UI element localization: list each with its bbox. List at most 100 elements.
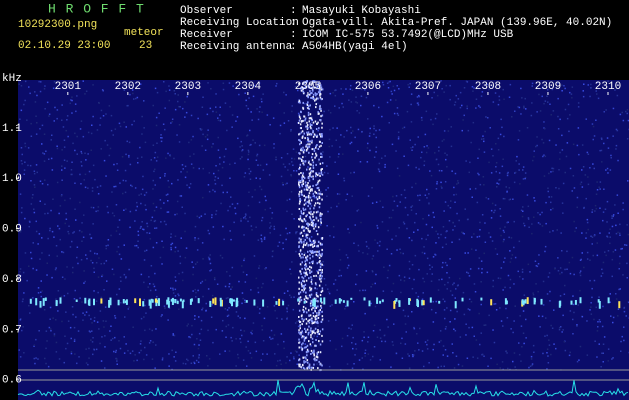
noise-dot	[30, 257, 33, 260]
meteor-echo	[313, 358, 315, 361]
noise-dot	[258, 312, 261, 314]
noise-dot	[576, 144, 579, 147]
noise-dot	[505, 350, 508, 352]
noise-dot	[453, 186, 455, 189]
noise-dot	[363, 331, 365, 333]
carrier-dot	[297, 298, 300, 302]
noise-dot	[322, 151, 324, 153]
meteor-echo	[307, 131, 310, 134]
noise-dot	[349, 88, 352, 90]
noise-dot	[496, 182, 498, 184]
noise-dot	[548, 196, 550, 198]
noise-dot	[137, 234, 140, 236]
noise-dot	[87, 131, 90, 134]
noise-dot	[119, 276, 122, 278]
meteor-echo	[308, 151, 310, 154]
noise-dot	[523, 105, 525, 108]
noise-dot	[82, 236, 85, 238]
noise-dot	[325, 189, 327, 191]
noise-dot	[143, 358, 145, 361]
meteor-echo	[304, 160, 306, 163]
noise-dot	[599, 232, 601, 234]
noise-dot	[468, 275, 471, 277]
noise-dot	[619, 113, 622, 116]
noise-dot	[18, 223, 20, 226]
noise-dot	[583, 206, 585, 209]
meteor-echo	[317, 192, 319, 195]
meteor-echo	[316, 245, 318, 248]
noise-dot	[41, 183, 44, 185]
noise-dot	[478, 235, 481, 238]
noise-dot	[327, 109, 330, 112]
meteor-echo	[311, 189, 313, 192]
noise-dot	[546, 95, 548, 97]
noise-dot	[91, 322, 93, 324]
meteor-echo	[317, 174, 319, 177]
meteor-echo	[307, 107, 309, 110]
meteor-echo	[320, 220, 322, 223]
meteor-echo	[320, 88, 322, 91]
noise-dot	[328, 291, 330, 293]
noise-dot	[252, 139, 254, 141]
noise-dot	[432, 321, 435, 323]
noise-dot	[393, 323, 395, 325]
noise-dot	[446, 154, 448, 156]
noise-dot	[457, 98, 460, 100]
noise-dot	[480, 260, 483, 262]
noise-dot	[227, 209, 229, 212]
noise-dot	[396, 205, 399, 207]
noise-dot	[338, 269, 341, 272]
noise-dot	[589, 309, 591, 311]
meteor-echo	[312, 366, 314, 369]
meteor-echo	[318, 158, 320, 161]
noise-dot	[66, 266, 68, 268]
noise-dot	[561, 202, 564, 204]
meteor-echo	[315, 355, 318, 358]
noise-dot	[574, 230, 576, 233]
meteor-echo	[308, 199, 310, 202]
meteor-echo	[318, 261, 320, 264]
noise-dot	[534, 200, 536, 202]
noise-dot	[417, 194, 419, 197]
noise-dot	[104, 306, 107, 308]
noise-dot	[44, 203, 46, 205]
carrier-dot	[570, 300, 573, 305]
noise-dot	[198, 354, 200, 356]
noise-dot	[404, 206, 407, 209]
noise-dot	[61, 179, 63, 181]
noise-dot	[414, 143, 416, 146]
noise-dot	[413, 278, 415, 281]
noise-dot	[367, 353, 370, 355]
noise-dot	[192, 355, 194, 357]
noise-dot	[63, 159, 66, 161]
noise-dot	[443, 309, 446, 311]
meteor-echo	[300, 331, 302, 334]
noise-dot	[506, 172, 509, 175]
meteor-echo	[298, 186, 301, 189]
noise-dot	[338, 248, 341, 251]
noise-dot	[421, 237, 423, 240]
noise-dot	[455, 288, 457, 290]
noise-dot	[597, 326, 599, 328]
noise-dot	[32, 242, 34, 244]
noise-dot	[244, 216, 246, 218]
noise-dot	[29, 221, 31, 223]
meteor-echo	[319, 351, 322, 354]
noise-dot	[154, 367, 156, 369]
noise-dot	[522, 278, 524, 280]
meteor-echo	[303, 318, 305, 321]
noise-dot	[406, 110, 409, 113]
noise-dot	[486, 83, 488, 86]
noise-dot	[529, 271, 531, 273]
meteor-echo	[301, 225, 304, 228]
noise-dot	[200, 282, 202, 284]
noise-dot	[146, 225, 149, 228]
noise-dot	[68, 225, 70, 227]
noise-dot	[467, 218, 469, 221]
noise-dot	[533, 197, 535, 199]
noise-dot	[184, 212, 186, 215]
noise-dot	[268, 174, 271, 176]
meteor-echo	[315, 297, 317, 300]
meteor-echo	[311, 332, 313, 335]
noise-dot	[310, 290, 313, 292]
